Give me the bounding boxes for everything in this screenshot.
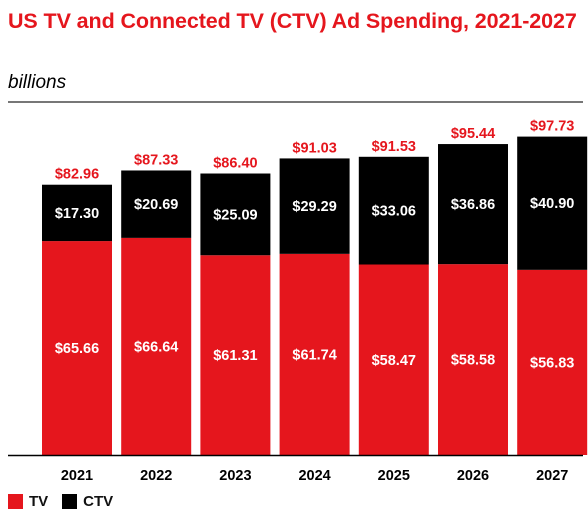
data-label-ctv-2025: $33.06 <box>372 204 416 220</box>
data-label-ctv-2027: $40.90 <box>530 196 574 212</box>
total-label-2025: $91.53 <box>372 139 416 155</box>
bar-ctv-2021 <box>42 184 112 242</box>
data-label-tv-2022: $66.64 <box>134 339 178 355</box>
data-label-tv-2021: $65.66 <box>55 341 99 357</box>
x-tick-label-2022: 2022 <box>140 468 172 484</box>
legend-item-ctv: CTV <box>62 493 113 510</box>
legend-label-tv: TV <box>29 493 49 510</box>
bar-ctv-2026 <box>438 144 508 265</box>
x-tick-label-2024: 2024 <box>298 468 330 484</box>
data-label-tv-2026: $58.58 <box>451 353 495 369</box>
data-label-tv-2024: $61.74 <box>292 347 336 363</box>
data-label-ctv-2024: $29.29 <box>292 199 336 215</box>
bar-tv-2026 <box>438 264 508 455</box>
x-tick-label-2023: 2023 <box>219 468 251 484</box>
x-tick-label-2027: 2027 <box>536 468 568 484</box>
bar-tv-2023 <box>200 255 271 455</box>
total-label-2024: $91.03 <box>292 140 336 156</box>
bar-ctv-2027 <box>517 136 588 270</box>
legend-swatch-ctv <box>62 494 78 509</box>
bar-ctv-2025 <box>358 156 429 265</box>
data-label-tv-2025: $58.47 <box>372 353 416 369</box>
data-label-tv-2027: $56.83 <box>530 355 574 371</box>
legend-swatch-tv <box>8 494 23 509</box>
data-label-ctv-2023: $25.09 <box>213 207 257 223</box>
bar-ctv-2023 <box>200 173 271 256</box>
total-label-2023: $86.40 <box>213 156 257 172</box>
data-label-ctv-2022: $20.69 <box>134 197 178 213</box>
x-tick-label-2025: 2025 <box>378 468 410 484</box>
total-label-2021: $82.96 <box>55 167 99 183</box>
x-tick-label-2026: 2026 <box>457 468 489 484</box>
bar-tv-2021 <box>42 241 112 455</box>
bar-tv-2027 <box>517 269 588 455</box>
legend-item-tv: TV <box>8 493 48 510</box>
chart-legend: TV CTV <box>8 493 127 510</box>
bar-ctv-2024 <box>279 158 350 254</box>
total-label-2027: $97.73 <box>530 119 574 135</box>
total-label-2026: $95.44 <box>451 126 495 142</box>
data-label-tv-2023: $61.31 <box>213 348 257 364</box>
stacked-bar-chart: $65.66 $17.30 $82.96 2021 $66.64 $20.69 $87.33… <box>8 119 588 484</box>
total-label-2022: $87.33 <box>134 152 178 168</box>
bar-tv-2025 <box>358 264 429 455</box>
bar-tv-2022 <box>121 237 192 455</box>
bar-ctv-2022 <box>121 170 192 238</box>
data-label-ctv-2021: $17.30 <box>55 206 99 222</box>
bar-tv-2024 <box>279 253 350 455</box>
chart-title: US TV and Connected TV (CTV) Ad Spending… <box>8 9 577 33</box>
title-divider <box>8 101 583 103</box>
x-tick-label-2021: 2021 <box>61 468 93 484</box>
legend-label-ctv: CTV <box>83 493 114 510</box>
chart-subtitle: billions <box>8 72 67 93</box>
data-label-ctv-2026: $36.86 <box>451 197 495 213</box>
